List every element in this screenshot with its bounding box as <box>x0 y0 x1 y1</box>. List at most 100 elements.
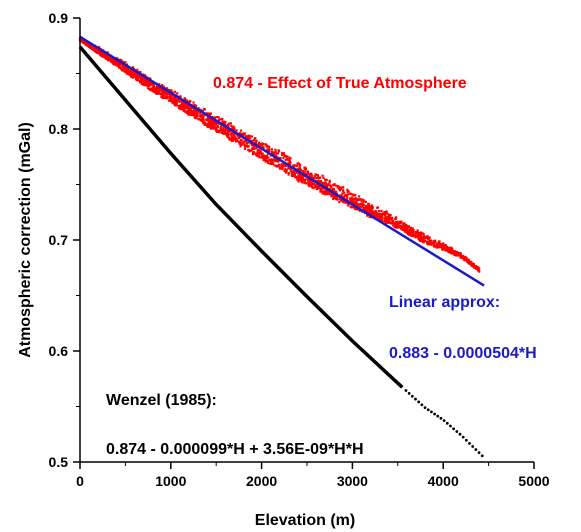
scatter-point <box>157 92 161 95</box>
scatter-point <box>177 98 180 101</box>
scatter-point <box>407 226 410 229</box>
scatter-point <box>401 225 404 228</box>
scatter-point <box>459 256 462 259</box>
wenzel-dot <box>455 430 459 433</box>
scatter-point <box>444 244 447 247</box>
scatter-point <box>224 128 228 131</box>
scatter-point <box>152 83 156 87</box>
scatter-point <box>246 135 249 138</box>
scatter-point <box>246 144 249 148</box>
scatter-point <box>239 145 242 148</box>
scatter-point <box>468 261 471 264</box>
wenzel-dot <box>439 416 443 420</box>
scatter-point <box>253 137 257 140</box>
scatter-point <box>235 129 238 132</box>
wenzel-dot <box>442 419 446 422</box>
scatter-point <box>114 63 117 66</box>
scatter-point <box>339 197 342 201</box>
scatter-point <box>244 139 248 142</box>
scatter-point <box>449 249 452 252</box>
scatter-point <box>250 135 254 138</box>
scatter-point <box>174 99 177 102</box>
scatter-point <box>285 169 288 172</box>
scatter-point <box>282 164 285 168</box>
wenzel-dot <box>468 441 471 445</box>
scatter-point <box>265 155 268 158</box>
scatter-point <box>142 81 145 84</box>
x-tick-label: 1000 <box>155 473 186 489</box>
scatter-point <box>167 92 170 95</box>
scatter-point <box>213 126 216 129</box>
scatter-point <box>289 160 292 163</box>
scatter-point <box>117 64 120 68</box>
scatter-point <box>287 173 290 176</box>
scatter-point <box>102 54 105 57</box>
scatter-point <box>407 232 410 236</box>
scatter-point <box>163 96 167 99</box>
scatter-point <box>135 79 138 82</box>
scatter-point <box>142 78 145 81</box>
scatter-point <box>406 228 409 231</box>
scatter-point <box>166 96 169 99</box>
scatter-point <box>270 148 274 151</box>
scatter-point <box>224 120 227 124</box>
scatter-point <box>98 49 102 52</box>
scatter-point <box>234 137 237 141</box>
scatter-point <box>317 187 320 190</box>
scatter-point <box>463 258 467 261</box>
scatter-point <box>314 173 317 176</box>
scatter-point <box>394 217 397 220</box>
wenzel-equation: 0.874 - 0.000099*H + 3.56E-09*H*H <box>106 441 364 458</box>
scatter-point <box>306 178 310 181</box>
scatter-point <box>414 236 417 239</box>
scatter-point <box>179 104 182 107</box>
scatter-point <box>466 260 469 263</box>
scatter-point <box>473 266 476 269</box>
scatter-point <box>290 169 293 172</box>
scatter-point <box>124 61 127 64</box>
scatter-point <box>313 175 316 178</box>
scatter-point <box>324 181 327 184</box>
scatter-point <box>88 45 91 48</box>
scatter-point <box>445 245 449 249</box>
scatter-point <box>273 164 276 167</box>
scatter-point <box>221 120 224 123</box>
scatter-point <box>279 156 282 160</box>
scatter-point <box>110 58 113 61</box>
scatter-point <box>394 222 397 225</box>
scatter-point <box>216 129 219 132</box>
scatter-point <box>172 101 176 104</box>
scatter-point <box>316 187 319 191</box>
scatter-point <box>366 214 369 217</box>
scatter-point <box>239 142 243 145</box>
scatter-point <box>384 210 387 214</box>
scatter-point <box>379 216 382 219</box>
scatter-point <box>144 84 147 87</box>
scatter-point <box>173 104 177 107</box>
scatter-point <box>296 178 299 181</box>
scatter-point <box>430 240 433 243</box>
scatter-point <box>206 112 209 115</box>
scatter-point <box>180 100 183 103</box>
scatter-point <box>413 234 416 238</box>
scatter-point <box>222 129 225 132</box>
scatter-point <box>350 206 353 209</box>
scatter-point <box>204 123 207 126</box>
scatter-point <box>366 209 369 212</box>
model-lines <box>78 35 485 458</box>
scatter-point <box>276 152 280 155</box>
scatter-point <box>383 212 386 215</box>
y-tick-label: 0.8 <box>49 121 69 137</box>
linear-approx-equation: 0.883 - 0.0000504*H <box>389 345 537 362</box>
scatter-point <box>225 134 229 137</box>
scatter-point <box>354 193 357 197</box>
scatter-point <box>200 115 203 118</box>
scatter-point <box>156 89 159 93</box>
scatter-point <box>462 256 466 260</box>
scatter-point <box>139 80 142 84</box>
scatter-point <box>400 221 403 224</box>
scatter-point <box>183 103 186 106</box>
scatter-point <box>292 171 295 174</box>
scatter-point <box>132 70 135 73</box>
scatter-point <box>458 253 462 257</box>
